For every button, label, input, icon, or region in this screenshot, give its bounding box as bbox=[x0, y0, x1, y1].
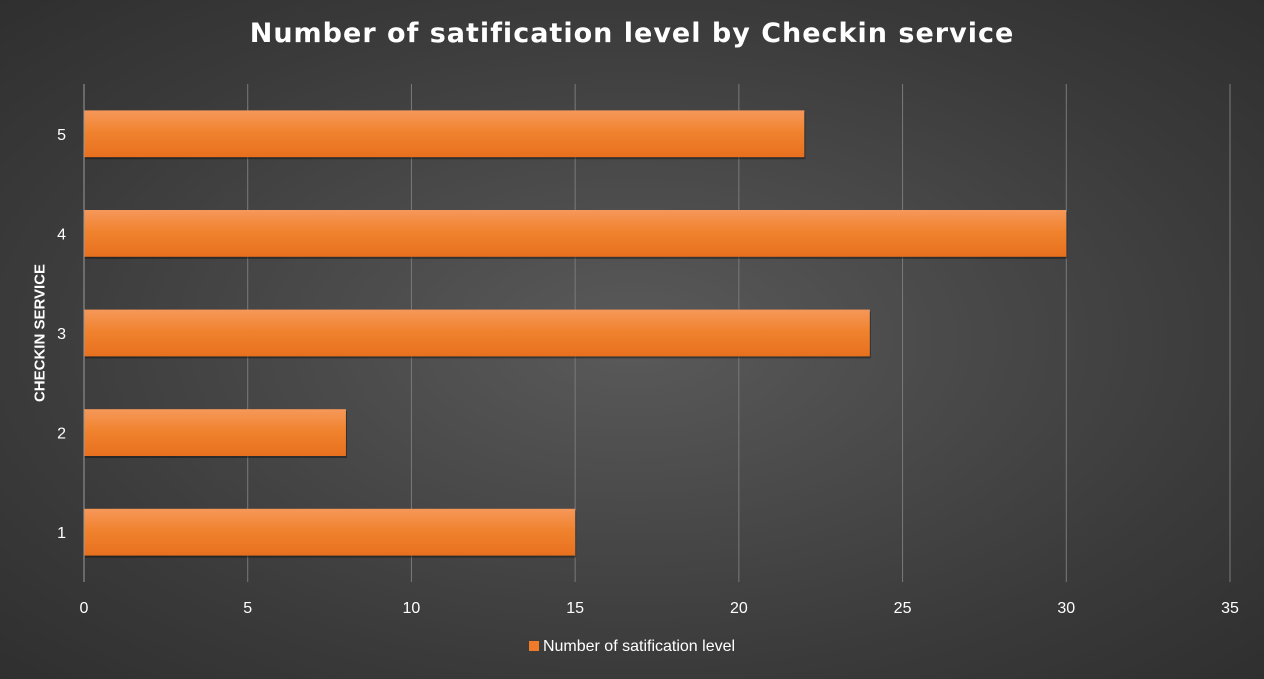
bar-2 bbox=[84, 409, 346, 457]
y-tick-label: 4 bbox=[57, 226, 66, 243]
y-tick-label: 1 bbox=[57, 525, 66, 542]
bar-1 bbox=[84, 508, 576, 556]
legend: Number of satification level bbox=[0, 638, 1264, 656]
x-tick-label: 5 bbox=[243, 600, 252, 617]
legend-label: Number of satification level bbox=[542, 638, 736, 655]
x-tick-label: 0 bbox=[80, 600, 89, 617]
x-tick-label: 35 bbox=[1221, 600, 1239, 617]
x-tick-label: 30 bbox=[1057, 600, 1075, 617]
bar-3 bbox=[84, 309, 870, 357]
x-tick-label: 10 bbox=[403, 600, 421, 617]
y-tick-label: 5 bbox=[57, 127, 66, 144]
x-tick-label: 15 bbox=[566, 600, 584, 617]
legend-swatch bbox=[528, 641, 539, 651]
x-tick-label: 25 bbox=[894, 600, 912, 617]
y-tick-label: 2 bbox=[57, 426, 66, 443]
bar-5 bbox=[84, 110, 805, 158]
x-tick-label: 20 bbox=[730, 600, 748, 617]
y-tick-label: 3 bbox=[57, 326, 66, 343]
bar-4 bbox=[84, 209, 1067, 257]
chart-title: Number of satification level by Checkin … bbox=[249, 18, 1015, 49]
